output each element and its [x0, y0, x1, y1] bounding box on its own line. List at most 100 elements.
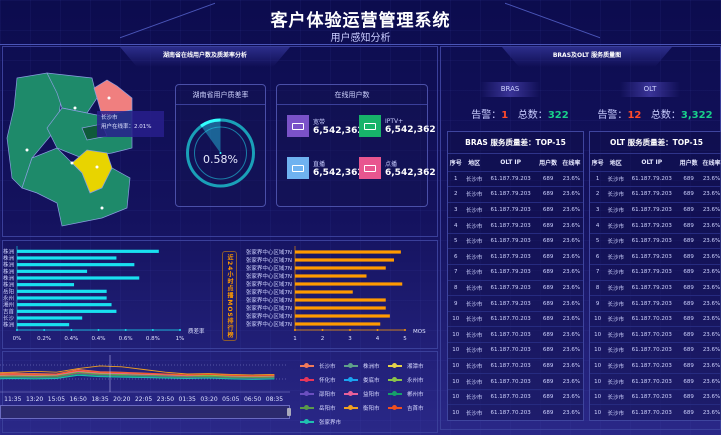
table-row[interactable]: 10 长沙市 61.187.70.203 689 23.6%	[590, 342, 721, 359]
table-row[interactable]: 10 长沙市 61.187.70.203 689 23.6%	[448, 342, 583, 359]
table-row[interactable]: 5 长沙市 61.187.79.203 689 23.6%	[448, 232, 583, 249]
legend-item[interactable]: 邵阳市	[300, 390, 336, 398]
table-cell: 长沙市	[605, 295, 627, 312]
table-title: BRAS 服务质量差：TOP-15	[448, 132, 583, 154]
table-row[interactable]: 6 长沙市 61.187.79.203 689 23.6%	[448, 248, 583, 265]
table-cell: 689	[536, 170, 560, 187]
column-header: 在线率	[562, 159, 581, 167]
legend-marker-icon	[344, 377, 358, 382]
column-header: 地区	[468, 159, 481, 167]
map-region-north	[93, 79, 133, 117]
table-row[interactable]: 2 长沙市 61.187.79.203 689 23.6%	[448, 186, 583, 203]
series-line	[0, 374, 275, 380]
x-tick	[43, 329, 46, 331]
table-row[interactable]: 10 长沙市 61.187.70.203 689 23.6%	[448, 310, 583, 327]
legend-item[interactable]: 岳阳市	[300, 404, 336, 412]
mos-category-label: 张家界中心区域7N	[246, 272, 292, 280]
hunan-map[interactable]	[2, 68, 142, 228]
olt-alarm-label: 告警：	[597, 110, 628, 121]
table-row[interactable]: 10 长沙市 61.187.70.203 689 23.6%	[448, 388, 583, 405]
x-tick-label: 18:35	[91, 396, 108, 403]
table-cell: 23.6%	[559, 295, 583, 312]
table-row[interactable]: 8 长沙市 61.187.79.203 689 23.6%	[448, 279, 583, 296]
table-cell: 23.6%	[700, 279, 721, 296]
table-row[interactable]: 10 长沙市 61.187.70.203 689 23.6%	[448, 357, 583, 374]
legend-item[interactable]: 衡阳市	[344, 404, 380, 412]
slider-handle[interactable]	[287, 408, 291, 416]
legend-item[interactable]: 永州市	[388, 376, 424, 384]
table-row[interactable]: 6 长沙市 61.187.79.203 689 23.6%	[590, 248, 721, 265]
olt-alarm-count: 12	[627, 110, 642, 121]
table-row[interactable]: 10 长沙市 61.187.70.203 689 23.6%	[590, 357, 721, 374]
legend-marker-icon	[300, 363, 314, 368]
table-row[interactable]: 10 长沙市 61.187.70.203 689 23.6%	[590, 310, 721, 327]
quality-bar	[17, 289, 107, 293]
table-row[interactable]: 7 长沙市 61.187.79.203 689 23.6%	[590, 264, 721, 281]
quality-x-tick-label: 0.2%	[37, 336, 51, 342]
table-row[interactable]: 1 长沙市 61.187.79.203 689 23.6%	[448, 170, 583, 187]
table-cell: 23.6%	[559, 248, 583, 265]
table-cell: 23.6%	[559, 326, 583, 343]
legend-label: 益阳市	[363, 392, 380, 398]
table-cell: 长沙市	[463, 388, 485, 405]
online-item: 直播 6,542,362	[287, 157, 364, 179]
header-divider	[0, 44, 721, 45]
table-cell: 长沙市	[605, 373, 627, 390]
series-line	[0, 365, 275, 376]
table-cell: 10	[590, 404, 606, 421]
table-cell: 689	[677, 404, 701, 421]
table-row[interactable]: 10 长沙市 61.187.70.203 689 23.6%	[590, 373, 721, 390]
legend-item[interactable]: 长沙市	[300, 362, 336, 370]
mos-category-label: 张家界中心区域7N	[246, 264, 292, 272]
table-cell: 61.187.70.203	[626, 373, 678, 390]
table-cell: 61.187.79.203	[626, 217, 678, 234]
table-row[interactable]: 3 长沙市 61.187.79.203 689 23.6%	[448, 201, 583, 218]
table-row[interactable]: 3 长沙市 61.187.79.203 689 23.6%	[590, 201, 721, 218]
quality-category-label: 湘州	[3, 301, 14, 309]
quality-x-axis-label: 质差率	[188, 327, 205, 335]
table-row[interactable]: 8 长沙市 61.187.79.203 689 23.6%	[590, 279, 721, 296]
legend-item[interactable]: 张家界市	[300, 418, 341, 426]
olt-stats: 告警：12 总数：3,322	[590, 106, 720, 121]
table-cell: 689	[677, 373, 701, 390]
table-row[interactable]: 1 长沙市 61.187.79.203 689 23.6%	[590, 170, 721, 187]
table-row[interactable]: 7 长沙市 61.187.79.203 689 23.6%	[448, 264, 583, 281]
table-cell: 10	[448, 326, 464, 343]
table-row[interactable]: 4 长沙市 61.187.79.203 689 23.6%	[590, 217, 721, 234]
table-row[interactable]: 4 长沙市 61.187.79.203 689 23.6%	[448, 217, 583, 234]
table-row[interactable]: 9 长沙市 61.187.79.203 689 23.6%	[590, 295, 721, 312]
table-cell: 61.187.79.203	[484, 217, 537, 234]
legend-item[interactable]: 娄底市	[344, 376, 380, 384]
table-cell: 8	[590, 279, 606, 296]
legend-item[interactable]: 湘潭市	[388, 362, 424, 370]
table-row[interactable]: 10 长沙市 61.187.70.203 689 23.6%	[448, 404, 583, 421]
router-icon	[287, 157, 309, 179]
table-row[interactable]: 10 长沙市 61.187.70.203 689 23.6%	[448, 326, 583, 343]
table-cell: 4	[448, 217, 464, 234]
table-row[interactable]: 2 长沙市 61.187.79.203 689 23.6%	[590, 186, 721, 203]
mos-category-label: 张家界中心区域7N	[246, 296, 292, 304]
legend-item[interactable]: 郴州市	[388, 390, 424, 398]
table-row[interactable]: 10 长沙市 61.187.70.203 689 23.6%	[590, 326, 721, 343]
table-row[interactable]: 9 长沙市 61.187.79.203 689 23.6%	[448, 295, 583, 312]
quality-category-label: 株洲	[3, 254, 15, 262]
table-cell: 61.187.70.203	[626, 310, 678, 327]
table-row[interactable]: 10 长沙市 61.187.70.203 689 23.6%	[448, 373, 583, 390]
time-range-slider[interactable]	[0, 405, 291, 419]
x-tick-label: 01:35	[179, 396, 196, 403]
table-cell: 7	[590, 264, 606, 281]
legend-item[interactable]: 益阳市	[344, 390, 380, 398]
table-row[interactable]: 10 长沙市 61.187.70.203 689 23.6%	[590, 404, 721, 421]
mos-bar	[295, 274, 367, 278]
table-row[interactable]: 10 长沙市 61.187.70.203 689 23.6%	[590, 388, 721, 405]
mos-category-label: 张家界中心区域7N	[246, 248, 292, 256]
bras-total-count: 322	[547, 110, 569, 121]
table-row[interactable]: 5 长沙市 61.187.79.203 689 23.6%	[590, 232, 721, 249]
legend-item[interactable]: 吉首市	[388, 404, 424, 412]
quality-bar	[17, 276, 140, 280]
map-region-south	[21, 147, 131, 227]
legend-item[interactable]: 怀化市	[300, 376, 336, 384]
table-cell: 61.187.70.203	[484, 388, 537, 405]
legend-item[interactable]: 株洲市	[344, 362, 380, 370]
mos-bar	[295, 290, 353, 294]
